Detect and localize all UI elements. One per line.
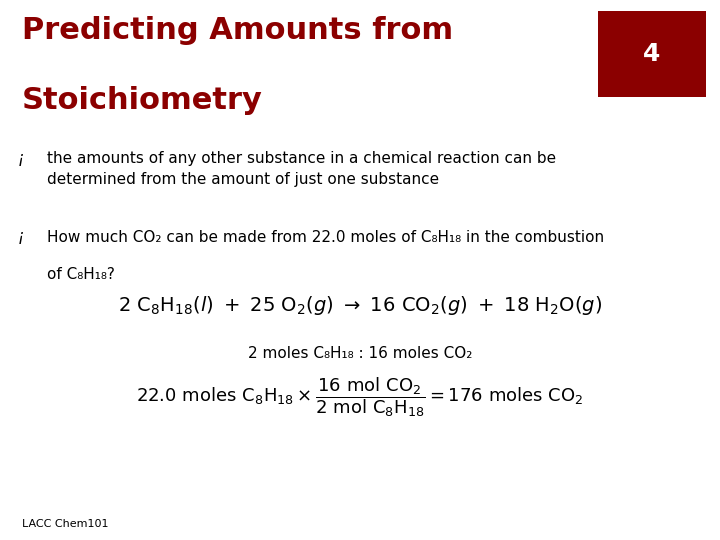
Text: Stoichiometry: Stoichiometry: [22, 86, 263, 116]
FancyBboxPatch shape: [598, 11, 706, 97]
Text: $2\ \mathrm{C_8H_{18}}(\mathit{l})\ +\ 25\ \mathrm{O_2}(g)\ \rightarrow\ 16\ \ma: $2\ \mathrm{C_8H_{18}}(\mathit{l})\ +\ 2…: [118, 294, 602, 318]
Text: $22.0\ \mathrm{moles}\ \mathrm{C_8H_{18}} \times \dfrac{16\ \mathrm{mol\ CO_2}}{: $22.0\ \mathrm{moles}\ \mathrm{C_8H_{18}…: [136, 375, 584, 419]
Text: of C₈H₁₈?: of C₈H₁₈?: [47, 267, 114, 282]
Text: 2 moles C₈H₁₈ : 16 moles CO₂: 2 moles C₈H₁₈ : 16 moles CO₂: [248, 346, 472, 361]
Text: ¡: ¡: [18, 151, 24, 166]
Text: LACC Chem101: LACC Chem101: [22, 519, 108, 529]
Text: How much CO₂ can be made from 22.0 moles of C₈H₁₈ in the combustion: How much CO₂ can be made from 22.0 moles…: [47, 230, 604, 245]
Text: 4: 4: [643, 42, 660, 66]
Text: ¡: ¡: [18, 230, 24, 245]
Text: Predicting Amounts from: Predicting Amounts from: [22, 16, 453, 45]
Text: the amounts of any other substance in a chemical reaction can be
determined from: the amounts of any other substance in a …: [47, 151, 556, 187]
